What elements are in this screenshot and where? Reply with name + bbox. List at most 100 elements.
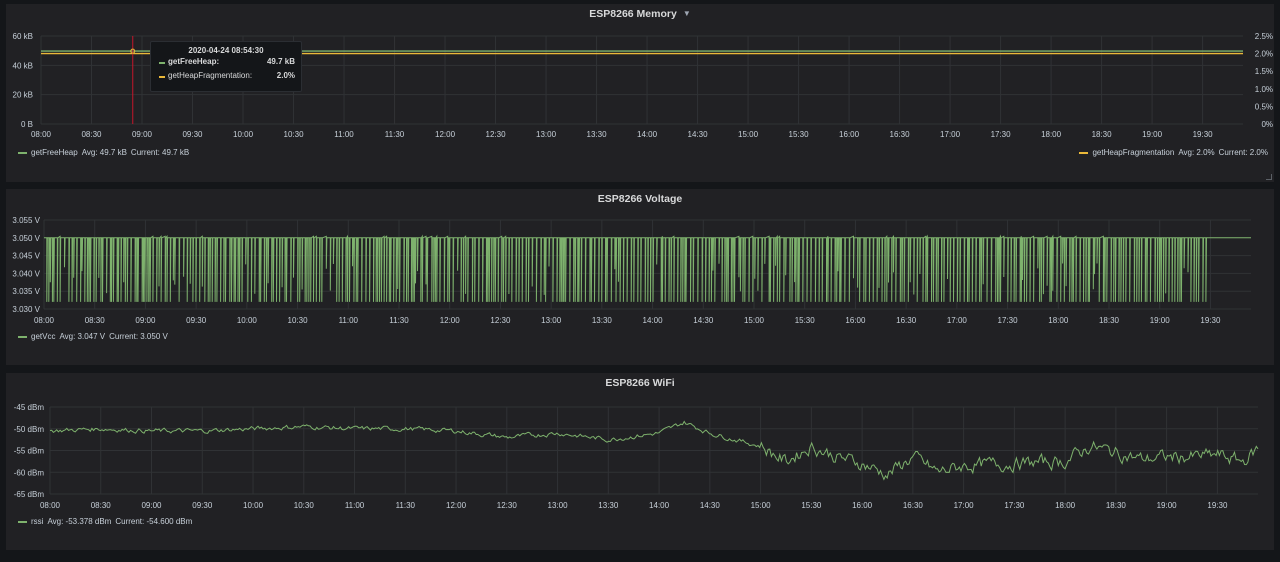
x-tick-label: 09:00	[135, 316, 156, 325]
tooltip-series-name: getHeapFragmentation:	[168, 71, 253, 80]
x-tick-label: 10:00	[237, 316, 258, 325]
legend-rssi[interactable]: rssi Avg: -53.378 dBm Current: -54.600 dBm	[18, 517, 192, 526]
x-tick-label: 12:00	[446, 501, 467, 510]
x-tick-label: 17:30	[991, 130, 1012, 139]
y-tick-label: 0 B	[21, 120, 33, 129]
x-tick-label: 17:00	[954, 501, 975, 510]
x-tick-label: 15:30	[801, 501, 822, 510]
tooltip-series-value: 2.0%	[276, 71, 295, 80]
x-tick-label: 16:00	[839, 130, 860, 139]
series-swatch	[18, 520, 27, 523]
x-tick-label: 19:30	[1193, 130, 1214, 139]
legend-series-name: rssi	[31, 517, 44, 526]
x-tick-label: 08:30	[85, 316, 106, 325]
x-tick-label: 14:30	[688, 130, 709, 139]
x-tick-label: 13:30	[598, 501, 619, 510]
legend-avg: Avg: 3.047 V	[59, 332, 106, 341]
panel-resize-handle[interactable]	[1266, 174, 1272, 180]
x-tick-label: 16:30	[890, 130, 911, 139]
x-tick-label: 11:30	[389, 316, 409, 325]
x-tick-label: 14:30	[700, 501, 721, 510]
x-tick-label: 15:00	[738, 130, 759, 139]
y2-tick-label: 1.5%	[1255, 67, 1273, 76]
legend-avg: Avg: 49.7 kB	[81, 148, 127, 157]
legend-avg: Avg: -53.378 dBm	[47, 517, 112, 526]
legend-current: Current: 2.0%	[1218, 148, 1268, 157]
voltage-chart: 3.055 V 3.050 V 3.045 V 3.040 V 3.035 V 3.030…	[12, 216, 1251, 325]
hover-point	[130, 48, 136, 54]
x-tick-label: 10:30	[288, 316, 309, 325]
x-tick-label: 15:30	[789, 130, 810, 139]
hover-tooltip: 2020-04-24 08:54:30 getFreeHeap: 49.7 kB…	[150, 41, 302, 92]
x-tick-label: 08:00	[40, 501, 61, 510]
x-tick-label: 18:00	[1048, 316, 1069, 325]
memory-panel-title[interactable]: ESP8266 Memory ▼	[6, 4, 1274, 24]
x-tick-label: 13:00	[536, 130, 557, 139]
x-tick-label: 18:00	[1041, 130, 1062, 139]
x-tick-label: 18:30	[1092, 130, 1113, 139]
x-tick-label: 17:00	[947, 316, 968, 325]
x-tick-label: 19:30	[1200, 316, 1221, 325]
x-tick-label: 13:30	[592, 316, 613, 325]
x-tick-label: 12:00	[435, 130, 456, 139]
x-tick-label: 15:00	[751, 501, 772, 510]
x-tick-label: 13:00	[548, 501, 569, 510]
x-tick-label: 13:30	[587, 130, 608, 139]
x-tick-label: 15:00	[744, 316, 765, 325]
x-tick-label: 09:30	[182, 130, 203, 139]
legend-series-name: getVcc	[31, 332, 56, 341]
x-tick-label: 16:30	[896, 316, 917, 325]
x-tick-label: 12:30	[486, 130, 507, 139]
x-tick-label: 10:00	[243, 501, 264, 510]
voltage-panel-title[interactable]: ESP8266 Voltage	[6, 189, 1274, 209]
y-tick-label: 40 kB	[13, 61, 33, 70]
y2-tick-label: 2.0%	[1255, 50, 1273, 59]
y-tick-label: 3.035 V	[12, 287, 40, 296]
x-tick-label: 15:30	[795, 316, 816, 325]
tooltip-row: getFreeHeap: 49.7 kB	[159, 57, 295, 69]
x-tick-label: 14:00	[649, 501, 670, 510]
y-tick-label: 3.050 V	[12, 234, 40, 243]
caret-down-icon[interactable]: ▼	[682, 9, 691, 18]
legend-current: Current: 3.050 V	[109, 332, 168, 341]
series-swatch	[1079, 151, 1089, 154]
legend-freeheap[interactable]: getFreeHeap Avg: 49.7 kB Current: 49.7 kB	[18, 148, 189, 157]
x-tick-label: 16:30	[903, 501, 924, 510]
series-swatch	[159, 76, 165, 78]
x-tick-label: 14:00	[643, 316, 664, 325]
legend-vcc[interactable]: getVcc Avg: 3.047 V Current: 3.050 V	[18, 332, 168, 341]
x-tick-label: 08:30	[81, 130, 102, 139]
series-swatch	[18, 151, 27, 154]
x-tick-label: 08:00	[31, 130, 52, 139]
series-line-getvcc	[44, 234, 1251, 302]
legend-fragmentation[interactable]: getHeapFragmentation Avg: 2.0% Current: 2.…	[1079, 148, 1268, 157]
y-tick-label: -50 dBm	[14, 425, 45, 434]
y2-tick-label: 0.5%	[1255, 102, 1273, 111]
y-tick-label: 3.030 V	[12, 305, 40, 314]
y-tick-label: -65 dBm	[14, 490, 45, 499]
x-tick-label: 18:30	[1106, 501, 1127, 510]
x-tick-label: 17:30	[1004, 501, 1025, 510]
x-tick-label: 11:00	[339, 316, 359, 325]
y2-tick-label: 2.5%	[1255, 32, 1273, 41]
series-swatch	[159, 62, 165, 64]
legend-current: Current: 49.7 kB	[130, 148, 190, 157]
tooltip-series-value: 49.7 kB	[266, 57, 295, 66]
x-tick-label: 12:30	[497, 501, 518, 510]
legend-series-name: getHeapFragmentation	[1092, 148, 1175, 157]
y-tick-label: -55 dBm	[14, 447, 45, 456]
x-tick-label: 19:00	[1150, 316, 1171, 325]
x-tick-label: 11:00	[334, 130, 354, 139]
wifi-panel-title[interactable]: ESP8266 WiFi	[6, 373, 1274, 393]
legend-series-name: getFreeHeap	[31, 148, 78, 157]
x-tick-label: 18:30	[1099, 316, 1120, 325]
x-tick-label: 16:00	[852, 501, 873, 510]
x-tick-label: 08:00	[34, 316, 55, 325]
x-tick-label: 10:30	[294, 501, 315, 510]
x-tick-label: 11:30	[385, 130, 405, 139]
x-tick-label: 12:00	[440, 316, 461, 325]
tooltip-row: getHeapFragmentation: 2.0%	[159, 71, 295, 83]
voltage-title-text: ESP8266 Voltage	[597, 193, 683, 205]
wifi-chart: -45 dBm -50 dBm -55 dBm -60 dBm -65 dBm 08:00…	[14, 403, 1259, 510]
legend-avg: Avg: 2.0%	[1178, 148, 1215, 157]
